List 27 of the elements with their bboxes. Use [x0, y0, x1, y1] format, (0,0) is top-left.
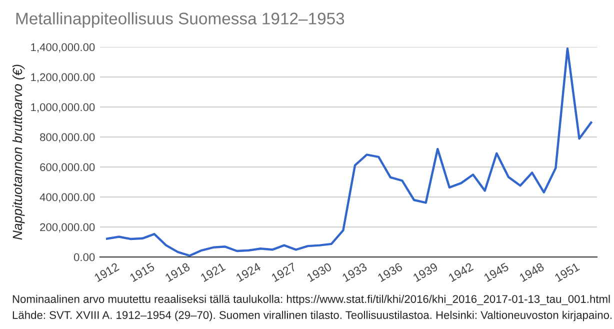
x-tick-label: 1942: [448, 262, 474, 282]
text: Nominaalinen arvo muutettu reaaliseksi tällä taulukolla: https://www.stat.fi/til/khi/2016/khi_2016_2017-01-13_tau_001.html: [12, 294, 610, 306]
x-tick-label: 1936: [377, 262, 403, 282]
y-tick-label: 1,400,000.00: [31, 43, 95, 52]
y-tick-label: 1,200,000.00: [31, 73, 95, 82]
x-tick-label: 1945: [483, 262, 510, 282]
x-tick-label: 1948: [518, 262, 545, 282]
x-tick-label: 1921: [200, 262, 226, 282]
y-tick-label: 1,000,000.00: [31, 103, 95, 112]
x-tick-label: 1927: [270, 262, 297, 282]
y-tick-label: 200,000.00: [40, 223, 95, 232]
x-tick-label: 1915: [129, 262, 156, 282]
x-tick-label: 1933: [342, 262, 368, 282]
x-tick-label: 1939: [412, 262, 438, 282]
x-tick-label: 1924: [236, 262, 262, 282]
y-tick-label: 800,000.00: [40, 133, 95, 142]
text: Lähde: SVT. XVIII A. 1912–1954 (29–70). Suomen virallinen tilasto. Teollisuustilastoa. Helsinki: Valtioneuvoston kirjapaino.: [12, 310, 612, 322]
y-axis-title: Nappituotannon bruttoarvo (€): [12, 64, 25, 240]
x-tick-label: 1951: [554, 262, 580, 282]
y-tick-label: 400,000.00: [40, 193, 95, 202]
x-tick-label: 1930: [306, 262, 332, 282]
x-tick-label: 1918: [164, 262, 190, 282]
y-tick-label: 0.00: [74, 253, 95, 262]
x-tick-label: 1912: [94, 262, 120, 282]
line-series: [106, 48, 592, 257]
chart-title: Metallinappiteollisuus Suomessa 1912–1953: [16, 12, 344, 28]
y-tick-label: 600,000.00: [40, 163, 95, 172]
